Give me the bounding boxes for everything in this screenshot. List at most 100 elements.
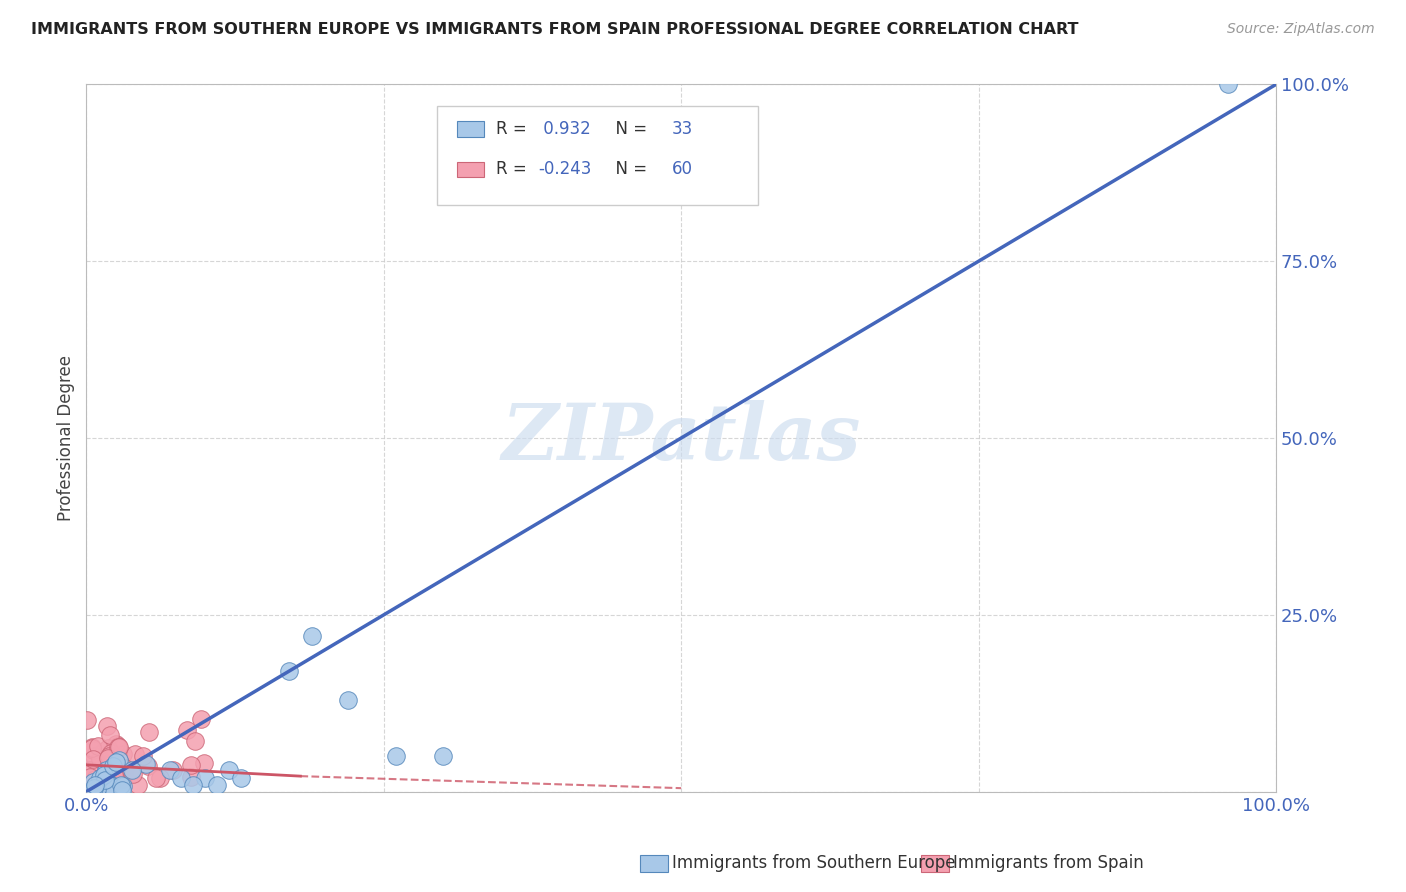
Point <box>1218 78 1240 92</box>
Point <box>83 781 105 796</box>
Point <box>124 747 146 761</box>
Point <box>94 773 117 788</box>
Point <box>100 772 122 787</box>
Text: R =: R = <box>495 161 531 178</box>
Point <box>162 763 184 777</box>
Point <box>89 772 111 787</box>
Point <box>193 756 215 771</box>
Point <box>97 749 120 764</box>
Text: Immigrants from Spain: Immigrants from Spain <box>953 855 1144 872</box>
Point <box>79 763 101 777</box>
Point <box>136 758 159 772</box>
Point <box>112 772 135 787</box>
Point <box>80 741 103 756</box>
Point <box>277 665 299 679</box>
Point <box>79 770 101 784</box>
Point <box>103 768 125 782</box>
Point <box>105 765 128 780</box>
Point <box>112 747 135 761</box>
Point <box>105 737 128 751</box>
Text: R =: R = <box>495 120 531 138</box>
Text: 0.932: 0.932 <box>538 120 591 138</box>
Point <box>127 778 149 792</box>
Point <box>104 756 127 770</box>
Point <box>337 692 360 706</box>
Point <box>122 766 145 780</box>
Point <box>194 771 217 785</box>
Point <box>90 772 112 787</box>
Point <box>112 766 135 780</box>
Point <box>91 772 114 787</box>
FancyBboxPatch shape <box>457 161 484 178</box>
Point <box>89 771 111 785</box>
Point <box>82 752 104 766</box>
Point <box>96 763 118 777</box>
Text: 60: 60 <box>672 161 693 178</box>
Point <box>120 764 142 778</box>
Point <box>76 713 98 727</box>
Point <box>94 770 117 784</box>
Text: Immigrants from Southern Europe: Immigrants from Southern Europe <box>672 855 956 872</box>
FancyBboxPatch shape <box>437 105 758 204</box>
Point <box>96 740 118 755</box>
Point <box>170 771 193 785</box>
Point <box>98 780 121 794</box>
Point <box>93 767 115 781</box>
Point <box>96 719 118 733</box>
Point <box>98 728 121 742</box>
Point <box>184 734 207 748</box>
Point <box>82 743 104 757</box>
Point <box>176 723 198 737</box>
Point <box>108 753 131 767</box>
Point <box>93 744 115 758</box>
Point <box>83 748 105 763</box>
Y-axis label: Professional Degree: Professional Degree <box>58 355 75 521</box>
Point <box>77 781 100 796</box>
Point <box>114 761 136 775</box>
Point <box>101 758 124 772</box>
Text: -0.243: -0.243 <box>538 161 592 178</box>
Point <box>100 766 122 780</box>
Point <box>97 751 120 765</box>
Point <box>80 740 103 755</box>
Text: Source: ZipAtlas.com: Source: ZipAtlas.com <box>1227 22 1375 37</box>
Point <box>301 629 323 643</box>
Point <box>86 739 108 753</box>
Point <box>101 776 124 790</box>
Point <box>190 713 212 727</box>
Point <box>77 764 100 779</box>
Point <box>100 778 122 792</box>
Point <box>159 764 181 778</box>
Point <box>229 771 252 785</box>
Point <box>218 764 240 778</box>
Text: IMMIGRANTS FROM SOUTHERN EUROPE VS IMMIGRANTS FROM SPAIN PROFESSIONAL DEGREE COR: IMMIGRANTS FROM SOUTHERN EUROPE VS IMMIG… <box>31 22 1078 37</box>
Point <box>180 770 202 784</box>
Point <box>110 778 132 792</box>
Point <box>111 779 134 793</box>
Point <box>82 774 104 789</box>
Point <box>183 778 205 792</box>
Point <box>205 778 228 792</box>
Point <box>89 752 111 766</box>
Point <box>132 749 155 764</box>
Point <box>93 768 115 782</box>
Point <box>384 749 406 764</box>
Point <box>111 782 134 797</box>
Point <box>107 739 129 754</box>
Point <box>100 746 122 760</box>
Point <box>84 772 107 786</box>
Point <box>432 749 454 764</box>
Point <box>100 749 122 764</box>
Point <box>135 756 157 771</box>
Point <box>107 739 129 753</box>
Point <box>98 778 121 792</box>
Point <box>108 740 131 755</box>
Point <box>101 772 124 786</box>
Point <box>104 767 127 781</box>
Text: ZIPatlas: ZIPatlas <box>502 400 860 476</box>
Text: N =: N = <box>605 161 652 178</box>
FancyBboxPatch shape <box>457 121 484 136</box>
Point <box>84 778 107 792</box>
Text: 33: 33 <box>672 120 693 138</box>
Point <box>93 777 115 791</box>
